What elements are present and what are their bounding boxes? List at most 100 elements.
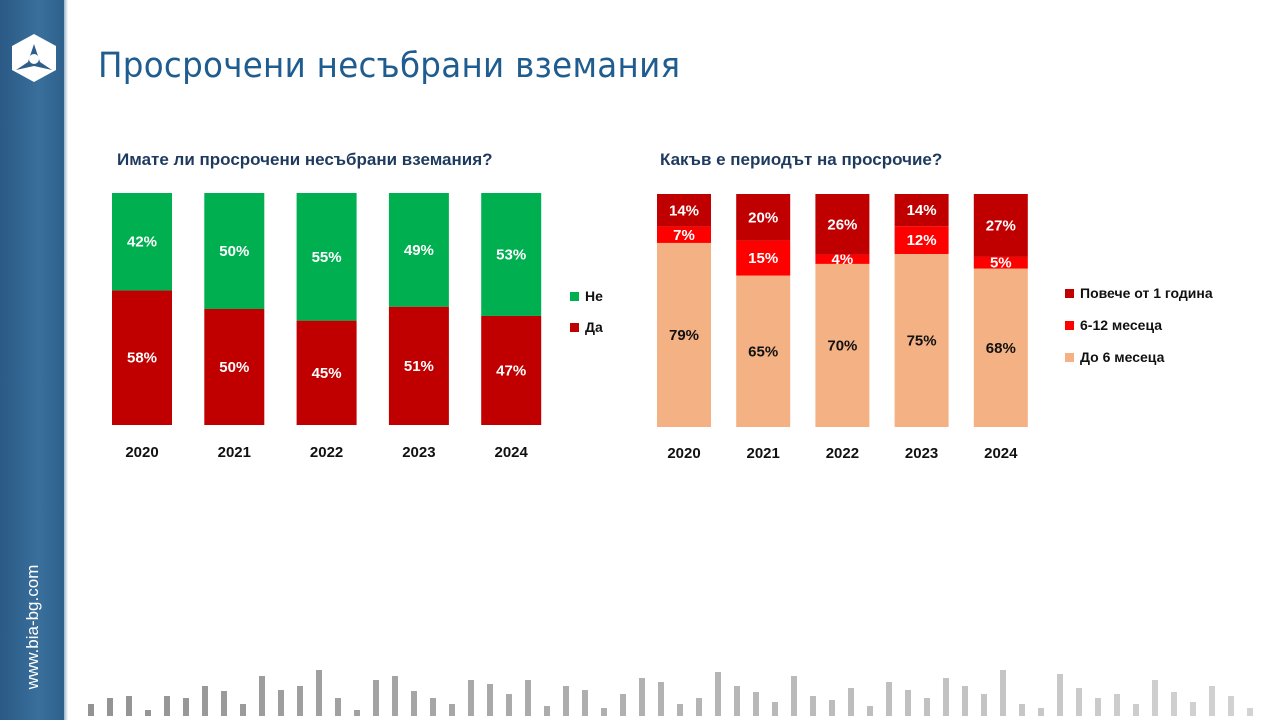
- bar-segment: [815, 263, 870, 427]
- x-tick-label: 2020: [667, 445, 700, 462]
- data-label: 4%: [832, 251, 854, 268]
- decor-bar: [278, 690, 284, 716]
- decor-bar: [1038, 708, 1044, 716]
- decor-bar: [1171, 692, 1177, 716]
- decor-bar: [544, 706, 550, 716]
- data-label: 51%: [404, 358, 434, 375]
- bar-segment: [204, 309, 265, 425]
- data-label: 7%: [673, 227, 695, 244]
- data-label: 27%: [986, 217, 1016, 234]
- data-label: 14%: [907, 202, 937, 219]
- decor-bar: [259, 676, 265, 716]
- decor-bar: [1209, 686, 1215, 716]
- bar-segment: [481, 193, 542, 316]
- x-tick-label: 2023: [402, 444, 435, 461]
- decor-bar: [221, 691, 227, 716]
- decor-bar: [88, 704, 94, 716]
- x-tick-label: 2024: [495, 444, 529, 461]
- x-tick-label: 2020: [125, 444, 158, 461]
- bar-segment: [973, 256, 1028, 269]
- legend-item: 6-12 месеца: [1065, 317, 1162, 333]
- decor-bar: [1133, 704, 1139, 716]
- data-label: 70%: [827, 337, 857, 354]
- decor-bar: [658, 682, 664, 716]
- decor-bar: [563, 686, 569, 716]
- bar-segment: [388, 306, 449, 425]
- decor-bar: [734, 686, 740, 716]
- decor-bar: [449, 704, 455, 716]
- legend-swatch: [570, 322, 579, 332]
- bar-segment: [973, 268, 1028, 427]
- legend-swatch: [1065, 320, 1074, 330]
- decor-bar: [297, 686, 303, 716]
- decor-bar: [164, 696, 170, 716]
- decor-bar: [107, 698, 113, 716]
- bar-segment: [736, 275, 791, 427]
- x-tick-label: 2021: [218, 444, 251, 461]
- sidebar: [0, 0, 66, 720]
- bar-segment: [894, 226, 949, 254]
- decor-bar: [411, 691, 417, 716]
- decor-bar: [145, 710, 151, 716]
- bar-segment: [815, 254, 870, 264]
- data-label: 15%: [748, 250, 778, 267]
- decor-bar: [848, 688, 854, 716]
- decor-bar: [867, 706, 873, 716]
- decorative-bars: [88, 670, 1253, 716]
- chart-title-left: Имате ли просрочени несъбрани вземания?: [117, 150, 493, 169]
- legend-swatch: [570, 291, 579, 301]
- data-label: 49%: [404, 242, 434, 259]
- decor-bar: [677, 704, 683, 716]
- legend-label: Да: [585, 319, 603, 335]
- data-label: 14%: [669, 202, 699, 219]
- bar-segment: [296, 320, 357, 425]
- decor-bar: [1000, 670, 1006, 716]
- bar-segment: [736, 240, 791, 276]
- decor-bar: [696, 698, 702, 716]
- legend-label: До 6 месеца: [1080, 349, 1165, 365]
- bar-segment: [481, 315, 542, 425]
- bar-segment: [973, 194, 1028, 257]
- decor-bar: [126, 696, 132, 716]
- decor-bar: [335, 698, 341, 716]
- legend-item: До 6 месеца: [1065, 349, 1164, 365]
- decor-bar: [1019, 704, 1025, 716]
- data-label: 12%: [907, 232, 937, 249]
- bar-segment: [894, 194, 949, 227]
- decor-bar: [886, 682, 892, 716]
- decor-bar: [962, 686, 968, 716]
- decor-bar: [620, 694, 626, 716]
- sidebar-edge: [64, 0, 68, 720]
- bar-segment: [736, 194, 791, 241]
- data-label: 55%: [312, 249, 342, 266]
- decor-bar: [468, 680, 474, 716]
- decor-bar: [1247, 708, 1253, 716]
- decor-bar: [240, 704, 246, 716]
- data-label: 65%: [748, 343, 778, 360]
- decor-bar: [373, 680, 379, 716]
- decor-bar: [183, 698, 189, 716]
- data-label: 5%: [990, 255, 1012, 272]
- decor-bar: [924, 698, 930, 716]
- decor-bar: [316, 670, 322, 716]
- decor-bar: [1057, 674, 1063, 716]
- bar-segment: [815, 194, 870, 255]
- x-tick-label: 2024: [984, 445, 1018, 462]
- data-label: 68%: [986, 340, 1016, 357]
- legend-item: Не: [570, 288, 603, 304]
- bar-segment: [388, 193, 449, 307]
- decor-bar: [981, 694, 987, 716]
- decor-bar: [487, 684, 493, 716]
- x-tick-label: 2022: [826, 445, 859, 462]
- bar-segment: [296, 193, 357, 321]
- data-label: 50%: [219, 359, 249, 376]
- data-label: 45%: [312, 365, 342, 382]
- x-tick-label: 2021: [747, 445, 780, 462]
- decor-bar: [1095, 698, 1101, 716]
- data-label: 26%: [827, 216, 857, 233]
- decor-bar: [772, 702, 778, 716]
- x-tick-label: 2022: [310, 444, 343, 461]
- decor-bar: [943, 678, 949, 716]
- bar-segment: [657, 194, 711, 227]
- decor-bar: [430, 698, 436, 716]
